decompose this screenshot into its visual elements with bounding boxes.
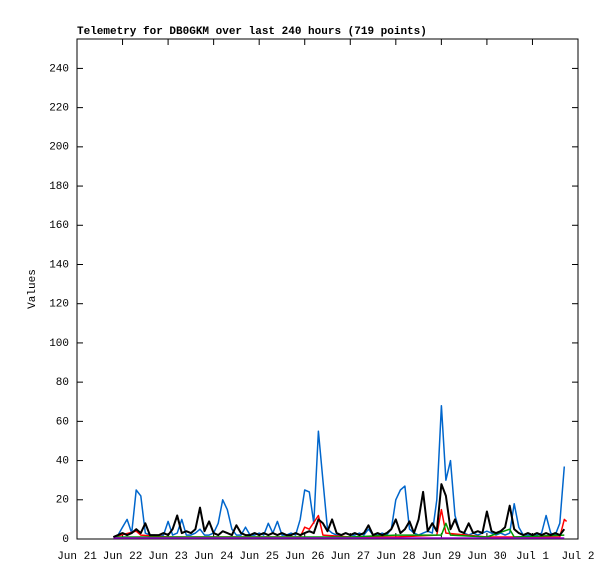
y-tick-label: 80 (56, 377, 69, 389)
y-tick-label: 160 (49, 220, 69, 232)
y-tick-label: 60 (56, 416, 69, 428)
x-tick-label: Jun 28 (376, 551, 416, 563)
y-tick-label: 20 (56, 495, 69, 507)
chart-title: Telemetry for DB0GKM over last 240 hours… (77, 26, 427, 38)
x-tick-label: Jun 22 (103, 551, 143, 563)
x-tick-label: Jun 21 (57, 551, 97, 563)
series-line (113, 404, 566, 538)
plot-frame (76, 38, 579, 540)
y-tick-label: 220 (49, 103, 69, 115)
x-tick-label: Jul 2 (561, 551, 594, 563)
x-tick-label: Jun 30 (467, 551, 507, 563)
y-tick-label: 240 (49, 63, 69, 75)
x-tick-label: Jun 23 (148, 551, 188, 563)
series-line (113, 522, 565, 538)
y-tick-label: 120 (49, 299, 69, 311)
x-tick-label: Jun 25 (239, 551, 279, 563)
y-tick-label: 200 (49, 142, 69, 154)
y-tick-label: 40 (56, 455, 69, 467)
y-tick-label: 0 (62, 534, 69, 546)
x-tick-label: Jul 1 (516, 551, 549, 563)
x-tick-label: Jun 26 (285, 551, 325, 563)
y-tick-label: 180 (49, 181, 69, 193)
series-line (113, 483, 566, 538)
y-tick-label: 100 (49, 338, 69, 350)
x-tick-label: Jun 24 (194, 551, 234, 563)
y-tick-label: 140 (49, 259, 69, 271)
y-axis-label: Values (27, 269, 39, 309)
x-tick-label: Jun 27 (330, 551, 370, 563)
x-tick-label: Jun 29 (422, 551, 462, 563)
